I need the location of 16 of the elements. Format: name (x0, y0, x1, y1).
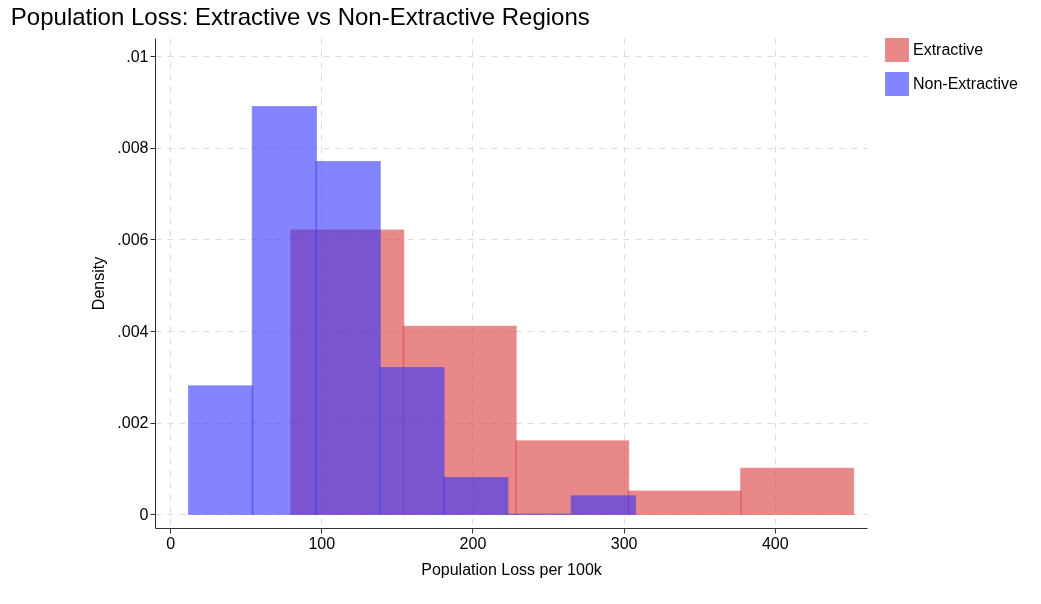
y-tick-label: .002 (117, 414, 149, 432)
chart-title: Population Loss: Extractive vs Non-Extractive Regions (10, 3, 590, 30)
legend-label: Extractive (913, 41, 984, 58)
y-tick-label: .006 (117, 231, 149, 248)
x-tick-label: 400 (761, 534, 789, 552)
y-tick-label: .008 (117, 139, 149, 157)
y-tick-label: 0 (139, 505, 149, 523)
x-tick-label: 0 (166, 534, 176, 552)
y-axis-title: Density (90, 256, 108, 311)
y-tick-label: .01 (126, 47, 149, 65)
x-axis-title: Population Loss per 100k (421, 560, 603, 578)
x-tick-label: 100 (308, 534, 336, 552)
x-tick-label: 200 (459, 534, 487, 552)
legend-label: Non-Extractive (913, 75, 1019, 92)
y-tick-label: .004 (117, 322, 149, 340)
x-tick-label: 300 (610, 534, 638, 552)
